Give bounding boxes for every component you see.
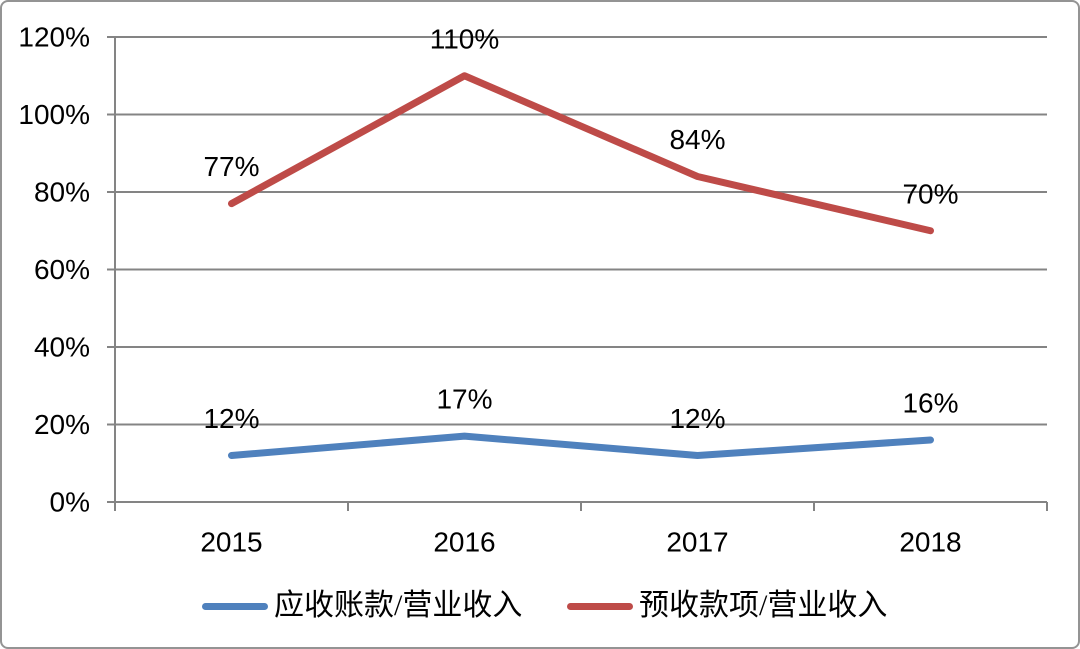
data-label-series1-2017: 84%: [669, 124, 725, 155]
data-label-series1-2016: 110%: [430, 23, 500, 54]
data-label-series1-2018: 70%: [902, 178, 958, 209]
legend-swatch-blue-line: [202, 602, 268, 610]
chart-legend: 应收账款/营业收入 预收款项/营业收入: [2, 588, 1078, 624]
data-label-series0-2015: 12%: [203, 403, 259, 434]
legend-item-advances-ratio: 预收款项/营业收入: [567, 588, 887, 624]
x-tick-label-2018: 2018: [899, 527, 961, 558]
y-tick-label-120%: 120%: [18, 22, 90, 53]
series-line-1: [228, 72, 934, 235]
data-label-series0-2018: 16%: [902, 388, 958, 419]
legend-swatch-red-line: [567, 602, 633, 610]
y-tick-label-20%: 20%: [34, 409, 90, 440]
data-label-series0-2017: 12%: [669, 403, 725, 434]
legend-label-advances-ratio: 预收款项/营业收入: [639, 589, 888, 622]
y-tick-label-40%: 40%: [34, 332, 90, 363]
x-tick-label-2015: 2015: [200, 527, 262, 558]
x-tick-label-2016: 2016: [433, 527, 495, 558]
y-tick-label-100%: 100%: [18, 99, 90, 130]
y-tick-label-0%: 0%: [50, 487, 90, 518]
series-line-0: [228, 432, 934, 459]
y-tick-label-60%: 60%: [34, 254, 90, 285]
x-tick-label-2017: 2017: [666, 527, 728, 558]
y-tick-label-80%: 80%: [34, 177, 90, 208]
legend-item-receivables-ratio: 应收账款/营业收入: [202, 588, 522, 624]
data-label-series0-2016: 17%: [436, 384, 492, 415]
data-label-series1-2015: 77%: [203, 151, 259, 182]
legend-label-receivables-ratio: 应收账款/营业收入: [274, 589, 523, 622]
